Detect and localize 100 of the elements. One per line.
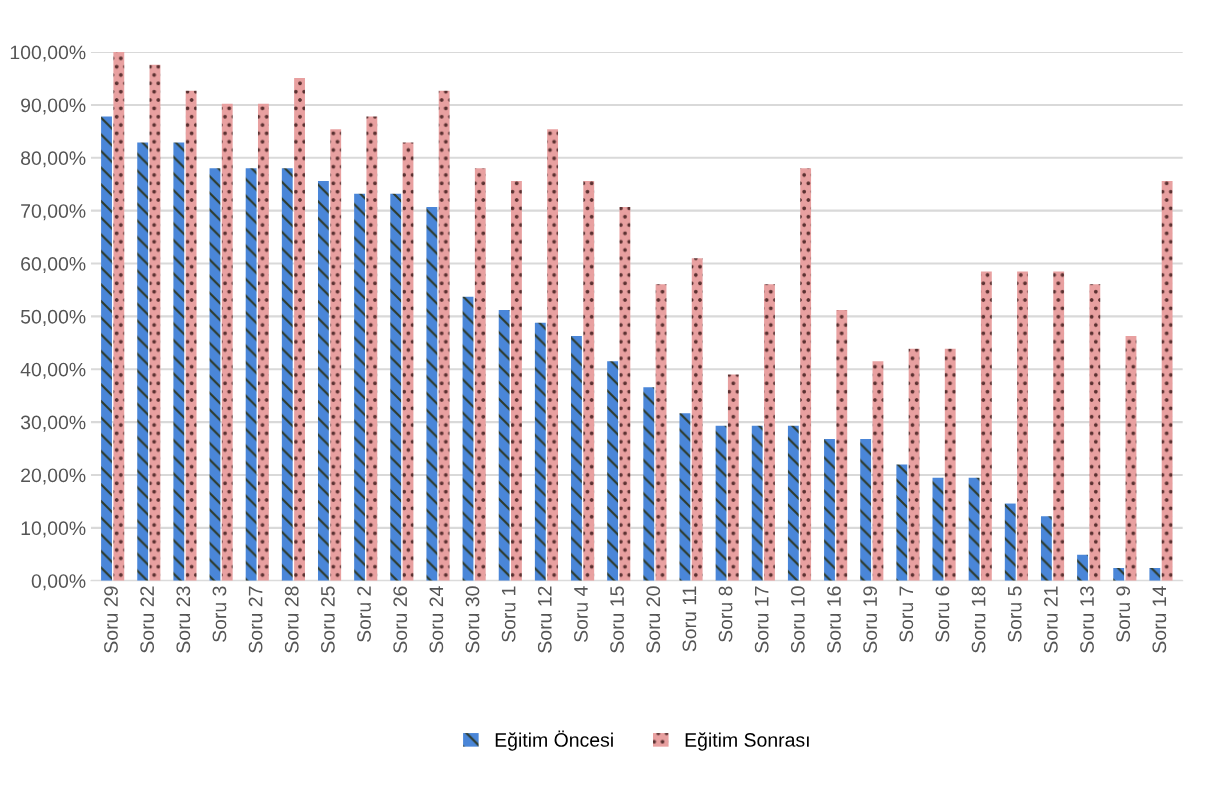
- x-tick-label: Soru 28: [284, 586, 299, 653]
- bar: [751, 425, 763, 581]
- bar: [547, 129, 559, 581]
- y-tick-label: 90,00%: [21, 98, 86, 115]
- x-tick-label: Soru 14: [1152, 586, 1167, 653]
- bar: [715, 425, 727, 581]
- bar: [1149, 568, 1161, 581]
- bar: [402, 142, 414, 581]
- bar: [968, 477, 980, 581]
- bar: [1004, 503, 1016, 581]
- bar: [980, 271, 992, 581]
- bar: [245, 168, 257, 581]
- y-tick-label: 80,00%: [21, 151, 86, 168]
- bar: [354, 193, 365, 581]
- x-tick-label: Soru 19: [863, 586, 878, 653]
- x-tick-label: Soru 15: [610, 586, 624, 653]
- bar: [257, 103, 269, 581]
- bar: [872, 361, 884, 581]
- bar: [727, 374, 739, 581]
- x-tick-label: Soru 17: [754, 586, 769, 653]
- x-tick-label: Soru 25: [321, 586, 335, 653]
- bar: [679, 413, 691, 581]
- bar: [932, 477, 944, 581]
- bar: [1077, 554, 1088, 581]
- bar: [149, 64, 161, 581]
- x-tick-label: Soru 2: [357, 586, 371, 642]
- y-tick-label: 60,00%: [21, 257, 86, 274]
- y-tick-label: 30,00%: [20, 415, 86, 432]
- bar: [390, 193, 402, 581]
- bar: [462, 296, 474, 581]
- bar: [571, 335, 582, 581]
- x-tick-label: Soru 4: [574, 586, 588, 642]
- y-tick-label: 50,00%: [20, 309, 86, 326]
- x-tick-label: Soru 23: [176, 586, 191, 653]
- x-tick-label: Soru 24: [429, 586, 444, 653]
- x-tick-label: Soru 6: [935, 586, 950, 642]
- bar: [896, 464, 908, 581]
- bar: [908, 348, 920, 581]
- legend-label: Eğitim Öncesi: [495, 730, 613, 751]
- x-tick-label: Soru 9: [1116, 586, 1131, 642]
- x-tick-label: Soru 30: [465, 586, 480, 653]
- x-tick-label: Soru 22: [140, 586, 155, 653]
- bar: [944, 348, 956, 581]
- bar: [317, 181, 329, 581]
- bar: [209, 168, 221, 581]
- x-tick-label: Soru 26: [393, 586, 408, 653]
- bar: [583, 181, 595, 581]
- bar: [1053, 271, 1065, 581]
- bar: [607, 361, 619, 581]
- bar: [800, 168, 812, 581]
- x-tick-label: Soru 7: [899, 586, 914, 642]
- bar: [1089, 284, 1101, 581]
- bar: [498, 310, 510, 581]
- bar: [294, 77, 305, 581]
- x-tick-label: Soru 12: [537, 586, 552, 653]
- x-tick-label: Soru 27: [248, 586, 263, 653]
- y-tick-label: 100,00%: [10, 45, 86, 62]
- bar: [655, 284, 667, 581]
- x-tick-label: Soru 8: [718, 586, 733, 642]
- x-tick-label: Soru 3: [212, 586, 227, 642]
- x-tick-label: Soru 11: [682, 586, 697, 652]
- x-tick-label: Soru 20: [646, 586, 661, 653]
- x-tick-label: Soru 5: [1007, 586, 1022, 642]
- x-tick-label: Soru 1: [501, 586, 516, 642]
- bar: [101, 116, 112, 581]
- x-tick-label: Soru 18: [971, 586, 986, 653]
- y-tick-label: 40,00%: [20, 362, 86, 379]
- bar: [691, 258, 703, 581]
- bar: [511, 181, 522, 581]
- bar: [860, 439, 872, 581]
- bar: [787, 425, 799, 581]
- bar: [137, 142, 149, 581]
- bar: [1113, 568, 1125, 581]
- bar: [173, 142, 185, 581]
- x-tick-label: Soru 21: [1043, 586, 1058, 653]
- bar: [113, 52, 125, 581]
- y-tick-label: 0,00%: [31, 574, 86, 591]
- bar: [185, 90, 197, 581]
- bar: [1017, 271, 1028, 581]
- bar: [330, 129, 342, 581]
- bar: [1161, 181, 1173, 581]
- bar: [619, 206, 631, 581]
- bar: [1125, 335, 1137, 581]
- x-tick-label: Soru 29: [104, 586, 118, 653]
- bar: [438, 90, 450, 581]
- bar: [281, 168, 293, 581]
- legend-label: Eğitim Sonrası: [685, 732, 809, 751]
- bar: [643, 387, 655, 581]
- bar: [836, 310, 848, 581]
- x-tick-label: Soru 13: [1080, 586, 1094, 653]
- bar: [1040, 516, 1052, 581]
- y-tick-label: 10,00%: [21, 521, 86, 538]
- x-tick-label: Soru 16: [827, 586, 841, 653]
- bar: [534, 322, 546, 581]
- x-tick-label: Soru 10: [790, 586, 805, 653]
- bar: [474, 168, 486, 581]
- bar: [426, 206, 438, 581]
- y-tick-label: 20,00%: [21, 468, 86, 485]
- bar: [824, 439, 835, 581]
- bar: [366, 116, 378, 581]
